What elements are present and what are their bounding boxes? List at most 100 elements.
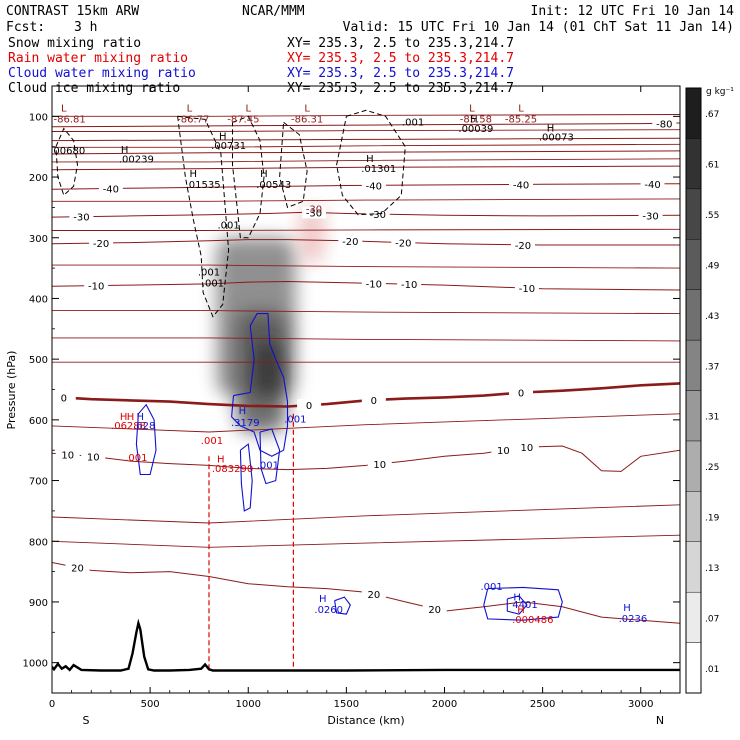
plot-area: -80-40 -40 -40 -40-30 -30 -30 -30-20 -20 -20 -20-…: [50, 103, 680, 672]
annotation-51: .000486: [512, 615, 553, 626]
x-tick-label: 2500: [530, 699, 555, 710]
isotherm-4: [52, 183, 680, 190]
annotation-21: .00680: [50, 146, 85, 157]
annotation-30: .001: [202, 278, 224, 289]
annotation-24: H: [190, 169, 198, 180]
annotation-43: .083290: [212, 464, 253, 475]
colorbar-swatch-1: [685, 591, 702, 643]
isotherm-contours: -80-40 -40 -40 -40-30 -30 -30 -30-20 -20 -20 -20-…: [52, 114, 680, 624]
cloud-water-contour-1: [239, 443, 253, 512]
annotation-11: L: [518, 103, 524, 114]
snow-contour-4: [336, 109, 406, 216]
x-tick-label: 2000: [432, 699, 457, 710]
isotherm-minor-12: [52, 534, 680, 548]
isotherm-label-bg: [52, 391, 76, 404]
isotherm-minor-8: [52, 337, 680, 342]
colorbar: .01 .07 .13 .19 .25 .31 .37 .43 .49 .55 .61 .67: [685, 87, 720, 694]
isotherm-label-bg: [511, 238, 535, 251]
x-tick-label: 1000: [236, 699, 261, 710]
isotherm-label: 10: [497, 446, 510, 457]
annotation-4: L: [245, 103, 251, 114]
annotation-12: -85.25: [505, 114, 537, 125]
annotation-39: H: [239, 406, 247, 417]
y-tick-label: 200: [29, 173, 48, 184]
isotherm-label-bg: [509, 386, 534, 399]
isotherm-label: 10: [61, 450, 74, 461]
terrain-line: [52, 618, 680, 672]
isotherm-label-bg: [514, 441, 539, 454]
colorbar-label-9: .55: [705, 211, 719, 221]
fcst-value: 3 h: [74, 20, 97, 35]
isotherm-label-bg: [640, 177, 665, 190]
y-tick-label: 400: [29, 294, 48, 305]
isotherm-label-bg: [297, 399, 322, 412]
annotation-8: .001: [402, 117, 424, 128]
isotherm-minor-11: [52, 504, 680, 524]
isotherm-label-bg: [84, 279, 109, 292]
y-tick-label: 800: [29, 537, 48, 548]
annotation-32: H: [120, 412, 128, 423]
annotation-16: .00073: [539, 133, 574, 144]
annotation-7: -86.31: [291, 114, 323, 125]
isotherm-label-bg: [391, 236, 416, 249]
isotherm-7: [52, 280, 680, 291]
cloud-water-contour-6: [334, 596, 351, 615]
model-title: CONTRAST 15km ARW: [6, 4, 139, 19]
colorbar-unit: g kg⁻¹: [706, 87, 734, 97]
legend-rain-xy: XY= 235.3, 2.5 to 235.3,214.7: [287, 51, 514, 66]
valid-time: Valid: 15 UTC Fri 10 Jan 14 (01 ChT Sat …: [343, 20, 734, 35]
colorbar-swatch-4: [685, 440, 702, 492]
cloud-water-contour-0: [231, 313, 289, 457]
annotation-28: .001: [217, 221, 239, 232]
y-tick-label: 700: [29, 477, 48, 488]
annotation-49: 4401: [512, 600, 537, 611]
y-tick-label: 100: [29, 112, 48, 123]
isotherm-label-bg: [89, 237, 114, 250]
legend-cloud-ice-xy: XY= 235.3, 2.5 to 235.3,214.7: [287, 81, 514, 96]
annotation-27: .00543: [256, 180, 291, 191]
legend-snow-xy: XY= 235.3, 2.5 to 235.3,214.7: [287, 36, 514, 51]
y-tick-label: 500: [29, 355, 48, 366]
isotherm-label-bg: [69, 210, 94, 223]
annotation-5: -87.45: [227, 114, 259, 125]
annotation-0: L: [61, 103, 67, 114]
isotherm-label: -30: [73, 213, 89, 224]
annotation-23: .01301: [361, 164, 396, 175]
isotherm-label-bg: [491, 444, 516, 457]
isotherm-label-bg: [65, 561, 90, 574]
colorbar-label-2: .13: [705, 564, 719, 574]
cloud-water-contour-5: [506, 595, 528, 615]
annotation-50: H: [517, 605, 525, 616]
isotherm-label: 20: [71, 564, 84, 575]
legend-rain-name: Rain water mixing ratio: [8, 51, 188, 66]
annotation-31: -30: [306, 204, 322, 215]
colorbar-swatch-6: [685, 339, 702, 391]
colorbar-label-1: .07: [705, 614, 719, 624]
annotation-36: .628: [133, 421, 155, 432]
isotherm-label: -30: [306, 208, 322, 219]
isotherm-label: -30: [370, 210, 386, 221]
y-tick-label: 900: [29, 598, 48, 609]
colorbar-label-3: .19: [705, 514, 720, 524]
x-tick-label: 1500: [334, 699, 359, 710]
isotherm-label: 20: [428, 605, 441, 616]
snow-contour-2: [232, 115, 265, 239]
isotherm-label-bg: [301, 206, 326, 219]
annotation-44: .001: [257, 460, 279, 471]
annotation-1: -86.81: [54, 114, 86, 125]
annotation-45: H: [319, 594, 327, 605]
isotherm-label: -10: [88, 282, 104, 293]
legend-snow-name: Snow mixing ratio: [8, 36, 141, 51]
annotation-46: .0260: [314, 605, 343, 616]
annotation-19: H: [121, 145, 129, 156]
colorbar-swatch-7: [685, 289, 702, 341]
isotherm-minor-6: [52, 264, 680, 269]
colorbar-swatch-9: [685, 188, 702, 240]
x-axis-label: Distance (km): [327, 714, 404, 727]
isotherm-minor-1: [52, 129, 680, 132]
snow-contour-3: [279, 122, 308, 209]
isotherm-label-bg: [361, 394, 386, 407]
isotherm-label: 10: [373, 460, 386, 471]
colorbar-swatch-5: [685, 390, 702, 442]
